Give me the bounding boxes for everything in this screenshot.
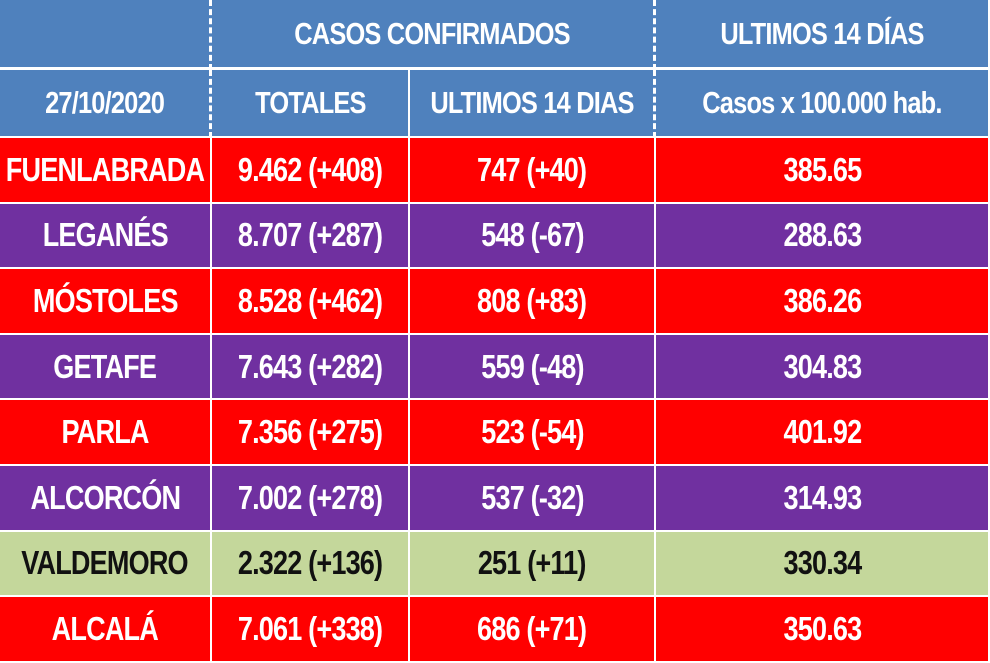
row-rate: 314.93 <box>656 465 990 532</box>
row-ultimos14: 537 (-32) <box>410 465 656 532</box>
header-totales-label: TOTALES <box>254 85 366 120</box>
row-rate: 386.26 <box>656 269 990 335</box>
ultimos14-value: 808 (+83) <box>477 281 587 319</box>
totales-value: 9.462 (+408) <box>237 150 383 188</box>
header-ultimos-14-label: ULTIMOS 14 DIAS <box>429 85 634 120</box>
row-ultimos14: 559 (-48) <box>410 334 656 401</box>
header-confirmed-cases: CASOS CONFIRMADOS <box>212 0 656 70</box>
rate-value: 330.34 <box>783 544 862 582</box>
row-city: ALCALÁ <box>0 597 212 663</box>
ultimos14-value: 251 (+11) <box>478 544 587 582</box>
row-totales: 7.002 (+278) <box>212 465 410 532</box>
header-last-14-days: ULTIMOS 14 DÍAS <box>656 0 990 70</box>
ultimos14-value: 559 (-48) <box>480 347 584 385</box>
ultimos14-value: 548 (-67) <box>480 216 584 254</box>
row-ultimos14: 808 (+83) <box>410 269 656 335</box>
totales-value: 7.002 (+278) <box>237 478 383 516</box>
ultimos14-value: 747 (+40) <box>477 150 587 188</box>
header-last-14-label: ULTIMOS 14 DÍAS <box>720 15 924 51</box>
row-city: FUENLABRADA <box>0 138 212 204</box>
header-corner-cell <box>0 0 212 70</box>
header-rate-label: Casos x 100.000 hab. <box>702 85 942 120</box>
row-totales: 7.061 (+338) <box>212 597 410 663</box>
row-totales: 9.462 (+408) <box>212 138 410 204</box>
row-ultimos14: 747 (+40) <box>410 138 656 204</box>
row-city: MÓSTOLES <box>0 269 212 335</box>
row-rate: 385.65 <box>656 138 990 204</box>
rate-value: 314.93 <box>783 478 862 516</box>
row-city: LEGANÉS <box>0 203 212 270</box>
header-totales: TOTALES <box>212 70 410 138</box>
rate-value: 386.26 <box>783 281 862 319</box>
ultimos14-value: 537 (-32) <box>480 478 584 516</box>
header-confirmed-label: CASOS CONFIRMADOS <box>294 15 571 51</box>
totales-value: 7.356 (+275) <box>237 413 383 451</box>
row-city: GETAFE <box>0 334 212 401</box>
row-totales: 8.528 (+462) <box>212 269 410 335</box>
row-totales: 7.643 (+282) <box>212 334 410 401</box>
row-city: PARLA <box>0 400 212 466</box>
row-rate: 288.63 <box>656 203 990 270</box>
ultimos14-value: 686 (+71) <box>477 609 587 647</box>
header-ultimos-14: ULTIMOS 14 DIAS <box>410 70 656 138</box>
rate-value: 304.83 <box>783 347 862 385</box>
rate-value: 385.65 <box>783 150 862 188</box>
city-label: ALCORCÓN <box>30 478 181 516</box>
rate-value: 401.92 <box>783 413 862 451</box>
totales-value: 8.528 (+462) <box>237 281 383 319</box>
city-label: VALDEMORO <box>21 544 189 582</box>
row-rate: 304.83 <box>656 334 990 401</box>
row-city: ALCORCÓN <box>0 465 212 532</box>
city-label: PARLA <box>61 413 149 451</box>
city-label: MÓSTOLES <box>32 281 179 319</box>
ultimos14-value: 523 (-54) <box>480 413 584 451</box>
row-totales: 2.322 (+136) <box>212 531 410 598</box>
row-rate: 401.92 <box>656 400 990 466</box>
rate-value: 350.63 <box>783 609 862 647</box>
totales-value: 7.643 (+282) <box>237 347 383 385</box>
row-totales: 7.356 (+275) <box>212 400 410 466</box>
row-rate: 330.34 <box>656 531 990 598</box>
row-rate: 350.63 <box>656 597 990 663</box>
city-label: FUENLABRADA <box>5 150 205 188</box>
header-rate: Casos x 100.000 hab. <box>656 70 990 138</box>
row-ultimos14: 686 (+71) <box>410 597 656 663</box>
row-city: VALDEMORO <box>0 531 212 598</box>
totales-value: 2.322 (+136) <box>237 544 383 582</box>
rate-value: 288.63 <box>783 216 862 254</box>
totales-value: 7.061 (+338) <box>237 609 383 647</box>
row-ultimos14: 251 (+11) <box>410 531 656 598</box>
row-ultimos14: 523 (-54) <box>410 400 656 466</box>
city-label: GETAFE <box>53 347 158 385</box>
city-label: ALCALÁ <box>51 609 159 647</box>
header-date: 27/10/2020 <box>0 70 212 138</box>
header-date-label: 27/10/2020 <box>44 85 165 120</box>
totales-value: 8.707 (+287) <box>237 216 383 254</box>
row-totales: 8.707 (+287) <box>212 203 410 270</box>
city-label: LEGANÉS <box>42 216 168 254</box>
row-ultimos14: 548 (-67) <box>410 203 656 270</box>
